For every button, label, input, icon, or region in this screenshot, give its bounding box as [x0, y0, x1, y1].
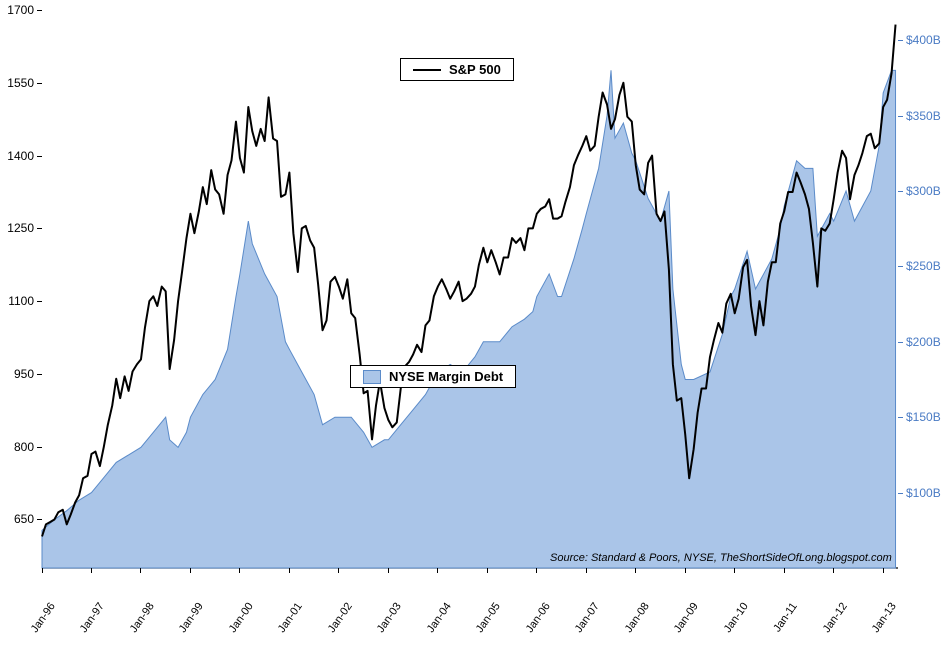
- y-left-tick: [37, 10, 42, 11]
- x-axis-label: Jan-05: [465, 601, 504, 648]
- y-right-label: $250B: [906, 259, 941, 273]
- x-axis-label: Jan-12: [811, 601, 850, 648]
- x-axis-label: Jan-06: [514, 601, 553, 648]
- x-tick: [437, 568, 438, 573]
- y-right-label: $300B: [906, 184, 941, 198]
- x-tick: [91, 568, 92, 573]
- x-axis-label: Jan-00: [217, 601, 256, 648]
- y-left-tick: [37, 301, 42, 302]
- x-axis-label: Jan-10: [712, 601, 751, 648]
- y-right-tick: [898, 342, 903, 343]
- y-left-tick: [37, 156, 42, 157]
- x-tick: [883, 568, 884, 573]
- x-tick: [338, 568, 339, 573]
- x-tick: [536, 568, 537, 573]
- y-right-tick: [898, 40, 903, 41]
- x-axis-label: Jan-09: [663, 601, 702, 648]
- y-right-label: $350B: [906, 109, 941, 123]
- x-axis-label: Jan-97: [69, 601, 108, 648]
- x-tick: [42, 568, 43, 573]
- x-tick: [635, 568, 636, 573]
- y-left-label: 1400: [0, 149, 34, 163]
- legend-sp500-label: S&P 500: [449, 62, 501, 77]
- plot-area: [42, 10, 898, 568]
- x-axis-label: Jan-01: [267, 601, 306, 648]
- y-right-tick: [898, 417, 903, 418]
- x-tick: [685, 568, 686, 573]
- x-axis-label: Jan-11: [762, 601, 801, 648]
- y-right-label: $100B: [906, 486, 941, 500]
- y-right-label: $200B: [906, 335, 941, 349]
- source-attribution: Source: Standard & Poors, NYSE, TheShort…: [550, 552, 892, 564]
- y-left-tick: [37, 447, 42, 448]
- chart-svg: [42, 10, 898, 568]
- x-axis-label: Jan-07: [564, 601, 603, 648]
- x-tick: [833, 568, 834, 573]
- x-tick: [140, 568, 141, 573]
- y-left-label: 1700: [0, 3, 34, 17]
- legend-area-sample: [363, 370, 381, 384]
- legend-margin-label: NYSE Margin Debt: [389, 369, 503, 384]
- y-left-label: 1100: [0, 294, 34, 308]
- x-axis-label: Jan-99: [168, 601, 207, 648]
- y-left-tick: [37, 228, 42, 229]
- y-right-tick: [898, 493, 903, 494]
- x-axis-label: Jan-96: [19, 601, 58, 648]
- y-left-tick: [37, 83, 42, 84]
- x-tick: [388, 568, 389, 573]
- y-right-label: $150B: [906, 410, 941, 424]
- y-right-tick: [898, 191, 903, 192]
- x-axis-label: Jan-98: [118, 601, 157, 648]
- legend-line-sample: [413, 69, 441, 71]
- x-tick: [487, 568, 488, 573]
- x-axis-label: Jan-13: [860, 601, 899, 648]
- y-left-label: 1550: [0, 76, 34, 90]
- margin-debt-area: [42, 70, 896, 568]
- x-axis-label: Jan-02: [316, 601, 355, 648]
- y-left-label: 950: [0, 367, 34, 381]
- y-left-tick: [37, 374, 42, 375]
- legend-margin-debt: NYSE Margin Debt: [350, 365, 516, 388]
- y-left-tick: [37, 519, 42, 520]
- x-tick: [734, 568, 735, 573]
- x-axis-label: Jan-08: [613, 601, 652, 648]
- x-tick: [190, 568, 191, 573]
- x-axis-label: Jan-04: [415, 601, 454, 648]
- x-tick: [289, 568, 290, 573]
- x-axis-label: Jan-03: [366, 601, 405, 648]
- legend-sp500: S&P 500: [400, 58, 514, 81]
- y-right-tick: [898, 266, 903, 267]
- y-right-label: $400B: [906, 33, 941, 47]
- chart-container: S&P 500 NYSE Margin Debt Source: Standar…: [0, 0, 944, 625]
- y-left-label: 1250: [0, 221, 34, 235]
- x-tick: [239, 568, 240, 573]
- x-tick: [586, 568, 587, 573]
- y-right-tick: [898, 116, 903, 117]
- y-left-label: 800: [0, 440, 34, 454]
- x-tick: [784, 568, 785, 573]
- y-left-label: 650: [0, 512, 34, 526]
